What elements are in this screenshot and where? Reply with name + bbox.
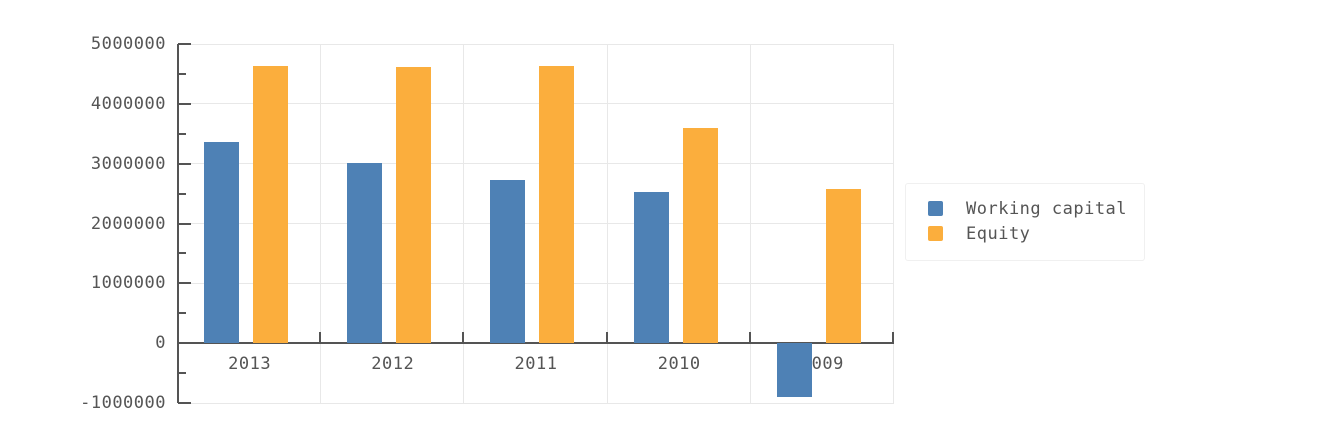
gridline-horizontal [178, 163, 894, 165]
bar-working-capital-2013[interactable] [204, 142, 239, 344]
legend-swatch-icon [928, 201, 943, 216]
bar-working-capital-2010[interactable] [633, 192, 669, 344]
y-axis-minor-tick [178, 312, 186, 315]
gridline-horizontal [178, 402, 894, 404]
bar-equity-2010[interactable] [682, 128, 718, 344]
legend: Working capital Equity [905, 183, 1145, 261]
category-label: 2012 [371, 354, 415, 375]
y-axis-major-tick [178, 222, 191, 225]
category-label: 2009 [800, 354, 844, 375]
y-axis-tick-label: 3000000 [90, 153, 166, 174]
y-axis-minor-tick [178, 252, 186, 255]
y-axis-tick-label: 0 [155, 333, 166, 354]
y-axis-tick-label: 2000000 [90, 213, 166, 234]
bar-equity-2011[interactable] [539, 66, 575, 344]
y-axis-tick-label: 1000000 [90, 273, 166, 294]
y-axis-spine [177, 44, 179, 403]
category-label: 2013 [228, 354, 272, 375]
y-axis-minor-tick [178, 132, 186, 135]
y-axis-tick-label: -1000000 [80, 393, 166, 413]
legend-item-working-capital[interactable]: Working capital [928, 196, 1144, 221]
x-axis-tick [892, 332, 894, 344]
legend-item-equity[interactable]: Equity [928, 221, 1144, 246]
gridline-horizontal [178, 282, 894, 284]
legend-label: Equity [966, 223, 1031, 244]
y-axis-major-tick [178, 162, 191, 165]
y-axis-major-tick [178, 282, 191, 285]
bar-working-capital-2012[interactable] [347, 163, 383, 344]
gridline-vertical [463, 44, 465, 403]
y-axis-minor-tick [178, 72, 186, 75]
x-axis-tick [462, 332, 465, 344]
x-axis-line [178, 342, 894, 345]
gridline-vertical [893, 44, 894, 403]
category-label: 2010 [657, 354, 701, 375]
legend-label: Working capital [966, 198, 1128, 219]
y-axis-major-tick [178, 43, 191, 45]
x-axis-tick [748, 332, 751, 344]
bar-equity-2012[interactable] [396, 66, 432, 344]
gridline-horizontal [178, 223, 894, 224]
y-axis-major-tick [178, 402, 191, 404]
bar-equity-2009[interactable] [825, 188, 861, 344]
bar-working-capital-2011[interactable] [490, 180, 526, 344]
category-label: 2011 [514, 354, 558, 375]
gridline-vertical [606, 44, 608, 403]
y-axis-tick-label: 4000000 [90, 93, 166, 114]
gridline-horizontal [178, 103, 894, 105]
gridline-vertical [749, 44, 751, 403]
y-axis-minor-tick [178, 372, 186, 375]
y-axis-minor-tick [178, 192, 186, 195]
x-axis-tick [319, 332, 322, 344]
y-axis-major-tick [178, 102, 191, 105]
legend-swatch-icon [928, 226, 943, 241]
bar-working-capital-2009[interactable] [776, 343, 812, 397]
bar-equity-2013[interactable] [253, 66, 288, 344]
y-axis-tick-label: 5000000 [90, 34, 166, 54]
gridline-horizontal [178, 43, 894, 45]
gridline-vertical [320, 44, 322, 403]
x-axis-tick [605, 332, 608, 344]
